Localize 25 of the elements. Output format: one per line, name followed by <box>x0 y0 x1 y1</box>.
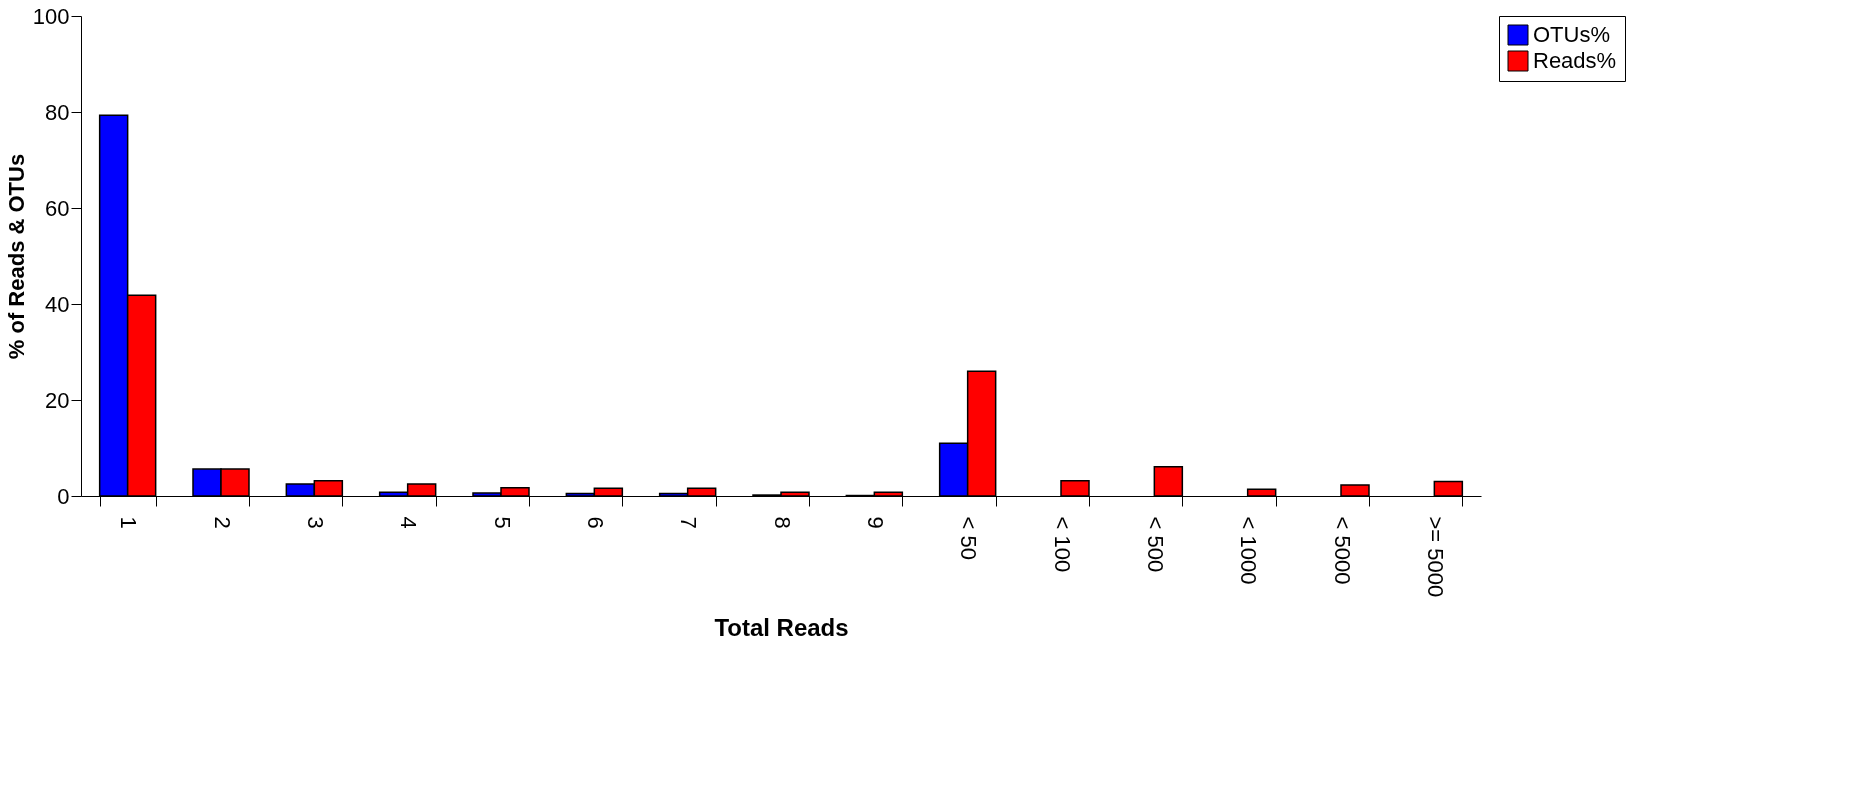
x-tick-label: 5 <box>489 516 515 529</box>
x-tick-label: 4 <box>396 516 422 529</box>
x-tick-label: < 50 <box>956 516 982 560</box>
legend-label: Reads% <box>1533 48 1617 73</box>
y-tick-label: 60 <box>45 195 70 221</box>
y-tick-label: 80 <box>45 99 70 125</box>
y-tick-label: 0 <box>57 483 70 509</box>
x-tick-label: 2 <box>209 516 235 529</box>
x-tick-label: 8 <box>769 516 795 529</box>
y-axis-title: % of Reads & OTUs <box>3 153 29 360</box>
x-axis-title: Total Reads <box>714 614 849 642</box>
x-tick-label: < 500 <box>1142 516 1168 573</box>
x-tick-label: 6 <box>582 516 608 529</box>
x-tick-label: < 1000 <box>1236 516 1262 585</box>
x-tick-label: < 5000 <box>1329 516 1355 585</box>
x-tick-label: 3 <box>302 516 328 529</box>
x-tick-label: >= 5000 <box>1422 516 1448 598</box>
y-tick-label: 20 <box>45 387 70 413</box>
x-tick-label: 9 <box>862 516 888 529</box>
x-tick-label: 1 <box>116 516 142 529</box>
y-tick-label: 100 <box>32 3 70 29</box>
y-tick-label: 40 <box>45 291 70 317</box>
x-tick-label: < 100 <box>1049 516 1075 573</box>
x-tick-label: 7 <box>676 516 702 529</box>
legend-label: OTUs% <box>1533 22 1610 47</box>
